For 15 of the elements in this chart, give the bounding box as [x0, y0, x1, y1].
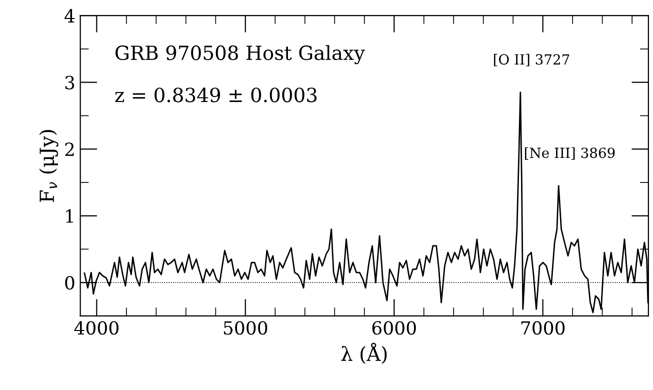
x-axis-title: λ (Å): [341, 342, 387, 364]
y-tick-label: 2: [65, 142, 74, 156]
y-tick-label: 0: [65, 276, 74, 290]
x-tick-label: 6000: [372, 321, 416, 335]
annotation: [Ne III] 3869: [524, 147, 615, 160]
y-axis-title: F$_{ν}$ (μJy): [39, 130, 58, 202]
y-tick-label: 4: [64, 9, 75, 22]
annotation: z = 0.8349 ± 0.0003: [115, 88, 317, 102]
x-tick-label: 4000: [74, 321, 118, 335]
y-tick-label: 1: [66, 209, 73, 223]
y-tick-label: 3: [65, 76, 74, 90]
annotation: GRB 970508 Host Galaxy: [115, 45, 365, 64]
x-tick-label: 7000: [521, 321, 565, 335]
annotation: [O II] 3727: [494, 54, 570, 66]
x-tick-label: 5000: [224, 321, 268, 335]
